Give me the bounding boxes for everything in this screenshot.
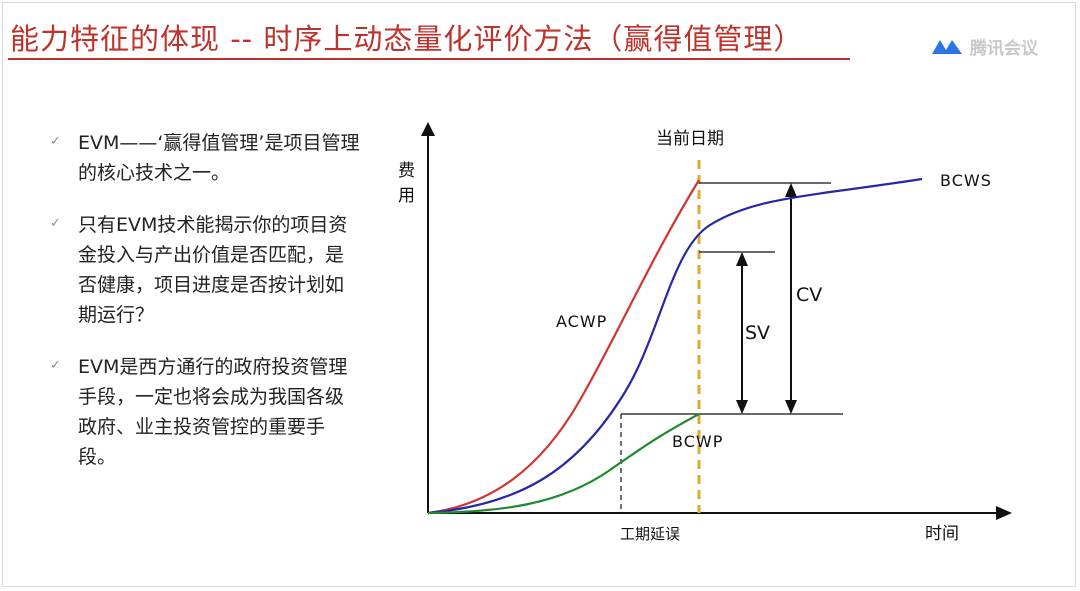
y-axis-label-2: 用: [398, 186, 415, 206]
bullet-item: ✓ EVM——‘赢得值管理’是项目管理的核心技术之一。: [50, 128, 360, 188]
x-axis-label: 时间: [925, 524, 959, 544]
cv-label: CV: [796, 284, 822, 306]
cv-arrow-bottom-icon: [785, 400, 797, 414]
acwp-curve: [427, 179, 700, 515]
bullet-item: ✓ EVM是西方通行的政府投资管理手段，一定也将会成为我国各级政府、业主投资管控…: [50, 352, 360, 472]
checkmark-icon: ✓: [50, 134, 61, 149]
bullet-text: EVM是西方通行的政府投资管理手段，一定也将会成为我国各级政府、业主投资管控的重…: [78, 356, 348, 468]
bcwp-curve: [427, 413, 700, 515]
meeting-logo: 腾讯会议: [930, 34, 1038, 59]
delay-label: 工期延误: [620, 525, 680, 543]
bcws-label: BCWS: [940, 171, 992, 190]
y-axis-label-1: 费: [398, 161, 415, 181]
current-date-label: 当前日期: [656, 129, 724, 149]
meeting-logo-icon: [932, 39, 962, 54]
sv-arrow-top-icon: [736, 252, 748, 266]
bullet-text: EVM——‘赢得值管理’是项目管理的核心技术之一。: [78, 132, 360, 184]
title-underline: [8, 58, 850, 60]
y-axis-arrow-icon: [421, 122, 435, 136]
acwp-label: ACWP: [556, 312, 607, 331]
sv-label: SV: [745, 322, 770, 344]
bcwp-label: BCWP: [672, 432, 723, 451]
slide-title: 能力特征的体现 -- 时序上动态量化评价方法（赢得值管理）: [10, 22, 804, 56]
sv-arrow-bottom-icon: [736, 400, 748, 414]
cv-arrow-top-icon: [785, 183, 797, 197]
bullet-item: ✓ 只有EVM技术能揭示你的项目资金投入与产出价值是否匹配，是否健康，项目进度是…: [50, 210, 360, 330]
x-axis-arrow-icon: [996, 506, 1012, 520]
checkmark-icon: ✓: [50, 358, 61, 373]
bcws-curve: [427, 177, 923, 515]
bullet-text: 只有EVM技术能揭示你的项目资金投入与产出价值是否匹配，是否健康，项目进度是否按…: [78, 214, 348, 326]
logo-text: 腾讯会议: [970, 39, 1038, 59]
checkmark-icon: ✓: [50, 216, 61, 231]
bullet-list: ✓ EVM——‘赢得值管理’是项目管理的核心技术之一。 ✓ 只有EVM技术能揭示…: [50, 128, 360, 494]
